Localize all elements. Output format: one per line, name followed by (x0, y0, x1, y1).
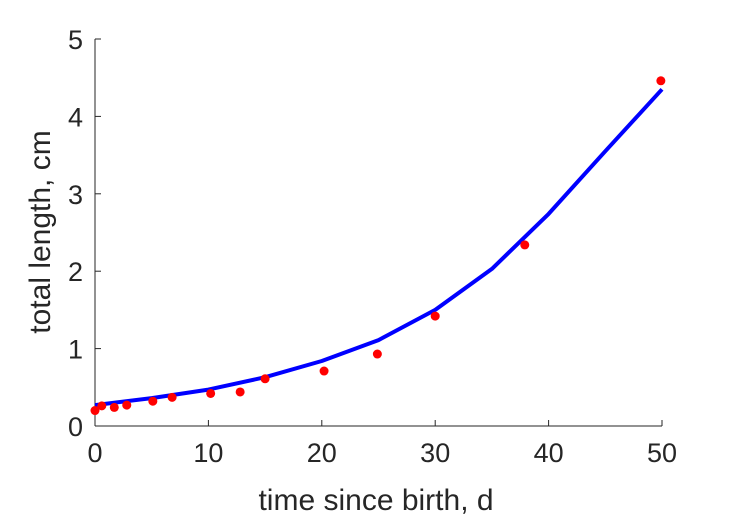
y-axis-label: total length, cm (24, 130, 57, 333)
data-point (97, 401, 107, 411)
data-points-layer (90, 76, 666, 416)
x-tick-label: 0 (87, 438, 102, 468)
y-tick-label: 4 (68, 102, 83, 132)
x-tick-label: 30 (420, 438, 450, 468)
y-tick-label: 1 (68, 335, 83, 365)
data-point (260, 374, 270, 384)
data-point (109, 402, 119, 412)
y-tick-label: 3 (68, 180, 83, 210)
y-tick-label: 2 (68, 257, 83, 287)
x-tick-label: 50 (647, 438, 677, 468)
data-point (372, 349, 382, 359)
x-tick-label: 20 (307, 438, 337, 468)
fitted-curve (94, 87, 664, 408)
x-tick-label: 10 (193, 438, 223, 468)
axis-labels: time since birth, d total length, cm (24, 130, 494, 517)
data-point (520, 240, 530, 250)
data-point (206, 388, 216, 398)
y-tick-label: 5 (68, 25, 83, 55)
x-axis-label: time since birth, d (258, 484, 493, 517)
fitted-curve-layer (94, 87, 664, 408)
x-tick-label: 40 (534, 438, 564, 468)
data-point (430, 311, 440, 321)
y-tick-label: 0 (68, 412, 83, 442)
data-point (319, 366, 329, 376)
data-point (167, 392, 177, 402)
axes: 0 10 20 30 40 50 0 1 2 3 4 5 (68, 25, 677, 468)
data-point (122, 400, 132, 410)
data-point (148, 396, 158, 406)
data-point (235, 387, 245, 397)
data-point (90, 406, 100, 416)
data-point (656, 76, 666, 86)
